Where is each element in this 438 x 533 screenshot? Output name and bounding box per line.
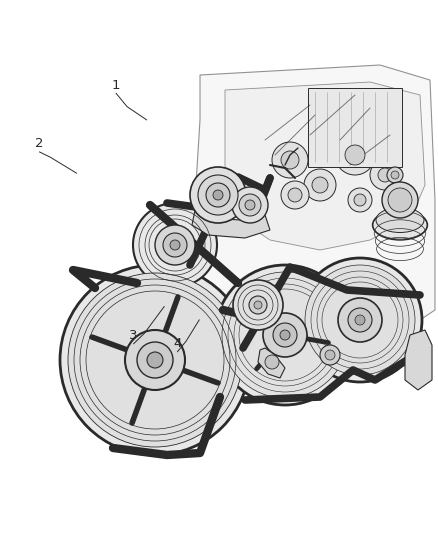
Circle shape [272,142,308,178]
Circle shape [233,280,283,330]
Circle shape [155,225,195,265]
Circle shape [335,135,375,175]
Circle shape [388,188,412,212]
Circle shape [239,194,261,216]
Circle shape [281,151,299,169]
Circle shape [355,315,365,325]
Polygon shape [192,210,270,238]
Circle shape [245,200,255,210]
Circle shape [387,167,403,183]
FancyBboxPatch shape [308,88,402,167]
Circle shape [305,265,415,375]
Circle shape [338,298,382,342]
Circle shape [263,313,307,357]
Circle shape [281,181,309,209]
Circle shape [320,345,340,365]
Circle shape [378,168,392,182]
Circle shape [298,258,422,382]
Circle shape [345,145,365,165]
Circle shape [147,352,163,368]
Circle shape [249,296,267,314]
Circle shape [354,194,366,206]
Text: 4: 4 [173,337,182,350]
Text: 3: 3 [129,329,138,342]
Circle shape [137,342,173,378]
Circle shape [288,188,302,202]
Circle shape [68,273,242,447]
Polygon shape [405,330,432,390]
Circle shape [348,188,372,212]
Circle shape [280,330,290,340]
Circle shape [133,203,217,287]
Ellipse shape [372,210,427,240]
Circle shape [163,233,187,257]
Circle shape [382,182,418,218]
Circle shape [125,330,185,390]
Circle shape [213,190,223,200]
Circle shape [391,171,399,179]
Polygon shape [225,82,425,250]
Text: 2: 2 [35,138,44,150]
Circle shape [273,323,297,347]
Ellipse shape [376,207,424,232]
Circle shape [198,175,238,215]
Circle shape [370,160,400,190]
Circle shape [348,308,372,332]
Circle shape [222,272,348,398]
Circle shape [60,265,250,455]
Circle shape [304,169,336,201]
Circle shape [265,355,279,369]
Circle shape [232,187,268,223]
Text: 1: 1 [112,79,120,92]
Circle shape [325,350,335,360]
Circle shape [190,167,246,223]
Circle shape [170,240,180,250]
Polygon shape [195,65,435,360]
Circle shape [254,301,262,309]
Circle shape [312,177,328,193]
Polygon shape [258,348,285,378]
Circle shape [206,183,230,207]
Circle shape [215,265,355,405]
